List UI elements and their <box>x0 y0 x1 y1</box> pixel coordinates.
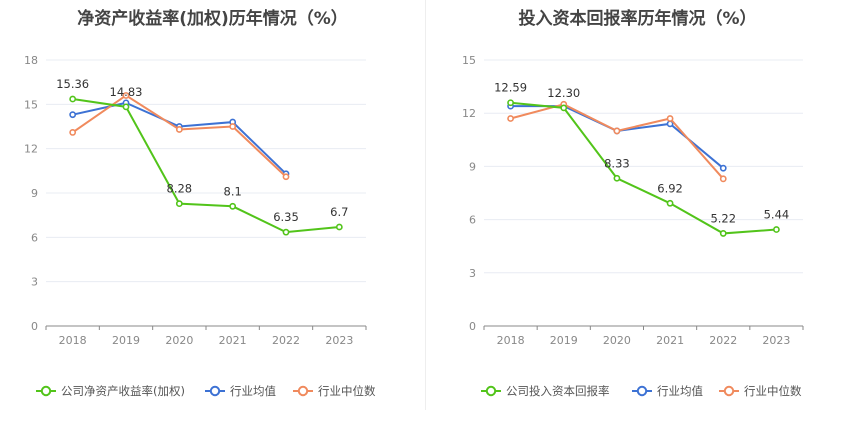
data-point <box>229 123 237 130</box>
data-point <box>613 174 621 182</box>
data-point <box>666 199 674 207</box>
data-point <box>335 223 343 231</box>
data-label: 14.83 <box>110 85 143 99</box>
data-point <box>69 129 77 136</box>
data-label: 5.44 <box>764 208 790 222</box>
data-label: 12.30 <box>547 86 580 100</box>
x-tick-label: 2022 <box>272 334 300 347</box>
roe-line-chart: 0 3 6 9 12 15 18 2018 2019 2020 2021 2022 2023 15.36 1… <box>24 54 376 398</box>
y-tick-label: 9 <box>31 187 38 200</box>
x-tick-label: 2019 <box>550 334 578 347</box>
data-point <box>560 104 568 112</box>
panel-divider <box>425 0 426 410</box>
data-point <box>122 92 130 99</box>
legend-label: 公司投入资本回报率 <box>506 384 610 398</box>
data-label: 8.33 <box>604 156 630 170</box>
y-tick-label: 6 <box>31 231 38 244</box>
data-point <box>719 164 727 172</box>
y-tick-label: 15 <box>24 98 38 111</box>
legend-swatch-marker <box>636 385 648 397</box>
y-tick-label: 6 <box>469 214 476 227</box>
y-tick-label: 12 <box>24 143 38 156</box>
roic-line-chart: 0 3 6 9 12 15 2018 2019 2020 2021 2022 2023 12.59 12.… <box>462 54 804 398</box>
legend-swatch-marker <box>485 385 497 397</box>
legend-label: 行业中位数 <box>318 384 376 398</box>
data-point <box>69 95 77 103</box>
data-label: 8.28 <box>167 182 193 196</box>
legend-swatch-marker <box>209 385 221 397</box>
data-point <box>282 173 290 181</box>
series-line <box>72 101 287 175</box>
data-label: 6.35 <box>273 210 299 224</box>
legend-item[interactable]: 行业均值 <box>632 384 703 398</box>
legend-swatch-marker <box>723 385 735 397</box>
x-tick-label: 2020 <box>603 334 631 347</box>
data-point <box>507 115 514 122</box>
data-label: 6.7 <box>330 205 348 219</box>
roic-chart-panel: 投入资本回报率历年情况（%） 0 3 6 9 12 15 2018 2019 2020 2021 2… <box>425 0 850 437</box>
data-point <box>666 115 674 122</box>
y-tick-label: 3 <box>469 267 476 280</box>
x-tick-label: 2023 <box>762 334 790 347</box>
data-label: 5.22 <box>710 211 736 225</box>
data-point <box>175 200 183 208</box>
y-tick-label: 0 <box>31 320 38 333</box>
data-label: 12.59 <box>494 81 527 95</box>
data-point <box>122 103 130 111</box>
y-tick-label: 18 <box>24 54 38 67</box>
legend-item[interactable]: 公司净资产收益率(加权) <box>36 384 185 398</box>
data-label: 15.36 <box>56 77 89 91</box>
y-tick-label: 3 <box>31 276 38 289</box>
legend-item[interactable]: 行业均值 <box>205 384 276 398</box>
legend-label: 公司净资产收益率(加权) <box>61 384 185 398</box>
y-tick-label: 0 <box>469 320 476 333</box>
data-point <box>773 226 780 233</box>
data-point <box>69 111 77 119</box>
data-label: 6.92 <box>657 181 683 195</box>
data-point <box>229 202 237 210</box>
legend-item[interactable]: 行业中位数 <box>719 384 802 398</box>
data-point <box>719 230 727 237</box>
series-line <box>510 101 777 235</box>
x-tick-label: 2018 <box>497 334 525 347</box>
x-tick-label: 2023 <box>325 334 353 347</box>
data-point <box>507 99 514 107</box>
x-tick-label: 2021 <box>656 334 684 347</box>
roe-chart-panel: 净资产收益率(加权)历年情况（%） 0 3 6 9 12 15 18 2018 2019 2020… <box>24 9 376 398</box>
data-point <box>719 175 727 183</box>
legend-swatch-marker <box>40 385 52 397</box>
data-point <box>282 228 290 236</box>
legend-item[interactable]: 行业中位数 <box>293 384 376 398</box>
x-tick-label: 2018 <box>59 334 87 347</box>
data-label: 8.1 <box>224 184 242 198</box>
legend-label: 行业均值 <box>657 384 703 398</box>
y-tick-label: 15 <box>462 54 476 67</box>
chart-title: 净资产收益率(加权)历年情况（%） <box>77 9 348 29</box>
y-tick-label: 9 <box>469 160 476 173</box>
chart-title: 投入资本回报率历年情况（%） <box>518 9 757 29</box>
legend-item[interactable]: 公司投入资本回报率 <box>481 384 610 398</box>
legend-label: 行业中位数 <box>744 384 802 398</box>
series-line <box>72 98 340 234</box>
legend-swatch-marker <box>297 385 309 397</box>
data-point <box>613 127 621 135</box>
data-point <box>175 126 183 133</box>
x-tick-label: 2022 <box>709 334 737 347</box>
y-tick-label: 12 <box>462 107 476 120</box>
legend-label: 行业均值 <box>230 384 276 398</box>
x-tick-label: 2019 <box>112 334 140 347</box>
x-tick-label: 2021 <box>219 334 247 347</box>
x-tick-label: 2020 <box>165 334 193 347</box>
